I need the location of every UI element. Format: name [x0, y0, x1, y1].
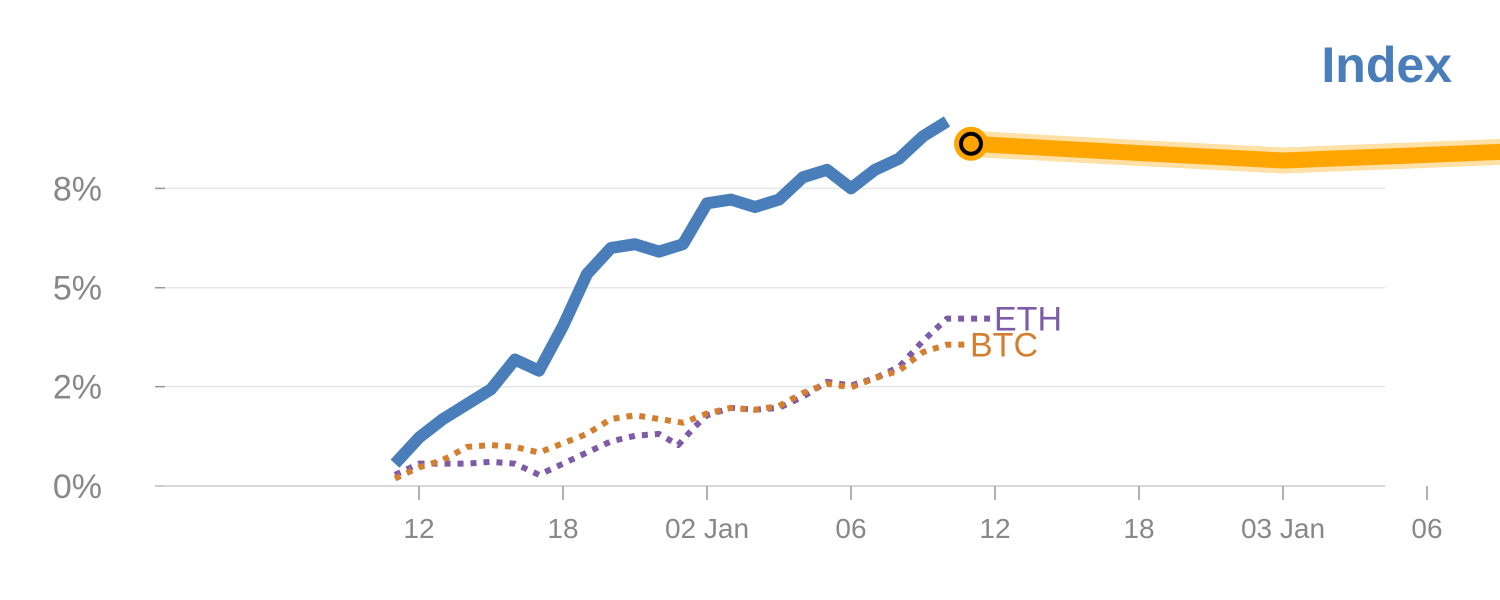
x-tick-label: 06	[1411, 513, 1442, 544]
btc-series-line	[393, 341, 971, 482]
series-label-btc: BTC	[970, 327, 1038, 365]
grid-lines	[155, 187, 1385, 388]
y-tick-label: 0%	[53, 468, 102, 506]
x-tick-label: 06	[835, 513, 866, 544]
x-tick-label: 03 Jan	[1241, 513, 1325, 544]
end-marker	[959, 131, 983, 156]
chart-title: Index	[1321, 37, 1452, 93]
y-axis: 0% 2% 5% 8%	[53, 170, 165, 506]
x-tick-label: 12	[403, 513, 434, 544]
series-label-eth: ETH	[994, 301, 1062, 339]
index-series-line	[390, 116, 951, 468]
x-tick-label: 18	[1123, 513, 1154, 544]
x-tick-label: 18	[547, 513, 578, 544]
x-tick-label: 12	[979, 513, 1010, 544]
x-axis	[155, 485, 1428, 500]
x-tick-label: 02 Jan	[665, 513, 749, 544]
y-tick-label: 5%	[53, 270, 102, 308]
series-lines	[390, 116, 1500, 482]
highlight-series-line	[970, 135, 1500, 169]
y-tick-label: 2%	[53, 369, 102, 407]
y-tick-label: 8%	[53, 170, 102, 208]
